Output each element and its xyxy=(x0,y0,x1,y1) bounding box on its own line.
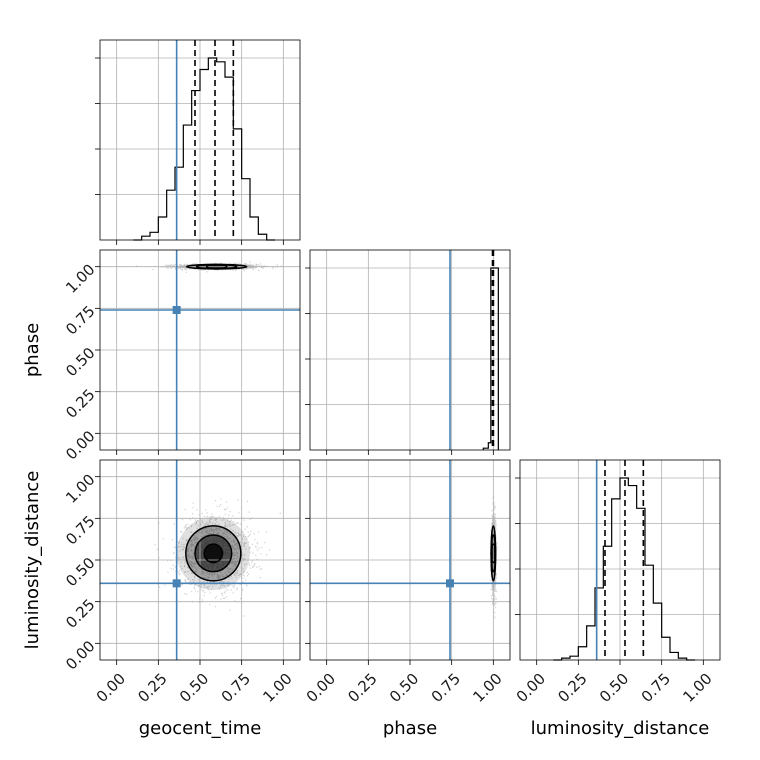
x-tick-label: 0.75 xyxy=(638,670,674,706)
truth-marker-phase-vs-luminosity_distance xyxy=(446,579,454,588)
x-axis-label-luminosity_distance: luminosity_distance xyxy=(531,718,710,739)
y-tick-label: 0.25 xyxy=(62,595,98,631)
histogram-phase xyxy=(482,267,499,450)
y-tick-label: 0.50 xyxy=(62,344,98,380)
histogram-luminosity_distance xyxy=(553,477,695,661)
contour-geocent_time-vs-luminosity_distance xyxy=(185,525,242,582)
x-tick-label: 0.75 xyxy=(218,670,254,706)
x-tick-label: 0.00 xyxy=(513,670,549,706)
data-layer xyxy=(100,40,695,661)
x-tick-label: 1.00 xyxy=(679,670,715,706)
x-tick-label: 0.25 xyxy=(554,670,590,706)
histogram-geocent_time xyxy=(133,57,275,241)
panel-frame-phase xyxy=(309,249,511,451)
panel-frame-geocent_time xyxy=(99,39,301,241)
x-tick-label: 0.00 xyxy=(303,670,339,706)
x-axis-label-geocent_time: geocent_time xyxy=(139,718,262,739)
x-tick-label: 0.75 xyxy=(428,670,464,706)
x-tick-label: 0.25 xyxy=(134,670,170,706)
y-axis-label-phase: phase xyxy=(22,323,43,377)
x-tick-label: 0.50 xyxy=(386,670,422,706)
density-level-geocent_time-vs-luminosity_distance xyxy=(204,544,223,563)
x-tick-label: 1.00 xyxy=(469,670,505,706)
x-tick-label: 0.25 xyxy=(344,670,380,706)
contour-geocent_time-vs-luminosity_distance xyxy=(203,543,224,564)
truth-marker-geocent_time-vs-phase xyxy=(172,306,181,314)
y-tick-label: 1.00 xyxy=(62,260,98,296)
x-tick-label: 1.00 xyxy=(259,670,295,706)
y-tick-label: 0.75 xyxy=(62,512,98,548)
contour-phase-vs-luminosity_distance xyxy=(490,543,497,564)
x-tick-label: 0.00 xyxy=(93,670,129,706)
y-tick-label: 1.00 xyxy=(62,470,98,506)
y-tick-label: 0.00 xyxy=(62,427,98,463)
panel-frame-geocent_time-vs-phase xyxy=(99,249,301,451)
contour-geocent_time-vs-phase xyxy=(205,263,228,270)
density-layer xyxy=(135,261,498,619)
frame-layer xyxy=(95,39,721,665)
y-tick-label: 0.75 xyxy=(62,302,98,338)
contour-geocent_time-vs-luminosity_distance xyxy=(194,534,233,573)
x-axis-label-phase: phase xyxy=(383,718,437,739)
panel-frame-luminosity_distance xyxy=(519,459,721,661)
x-tick-label: 0.50 xyxy=(596,670,632,706)
y-tick-label: 0.50 xyxy=(62,554,98,590)
x-tick-label: 0.50 xyxy=(176,670,212,706)
grid-layer xyxy=(100,40,720,660)
panel-frame-phase-vs-luminosity_distance xyxy=(309,459,511,661)
y-axis-label-luminosity_distance: luminosity_distance xyxy=(22,471,43,650)
panel-frame-geocent_time-vs-luminosity_distance xyxy=(99,459,301,661)
truth-marker-geocent_time-vs-luminosity_distance xyxy=(172,579,181,588)
y-tick-label: 0.00 xyxy=(62,637,98,673)
y-tick-label: 0.25 xyxy=(62,385,98,421)
